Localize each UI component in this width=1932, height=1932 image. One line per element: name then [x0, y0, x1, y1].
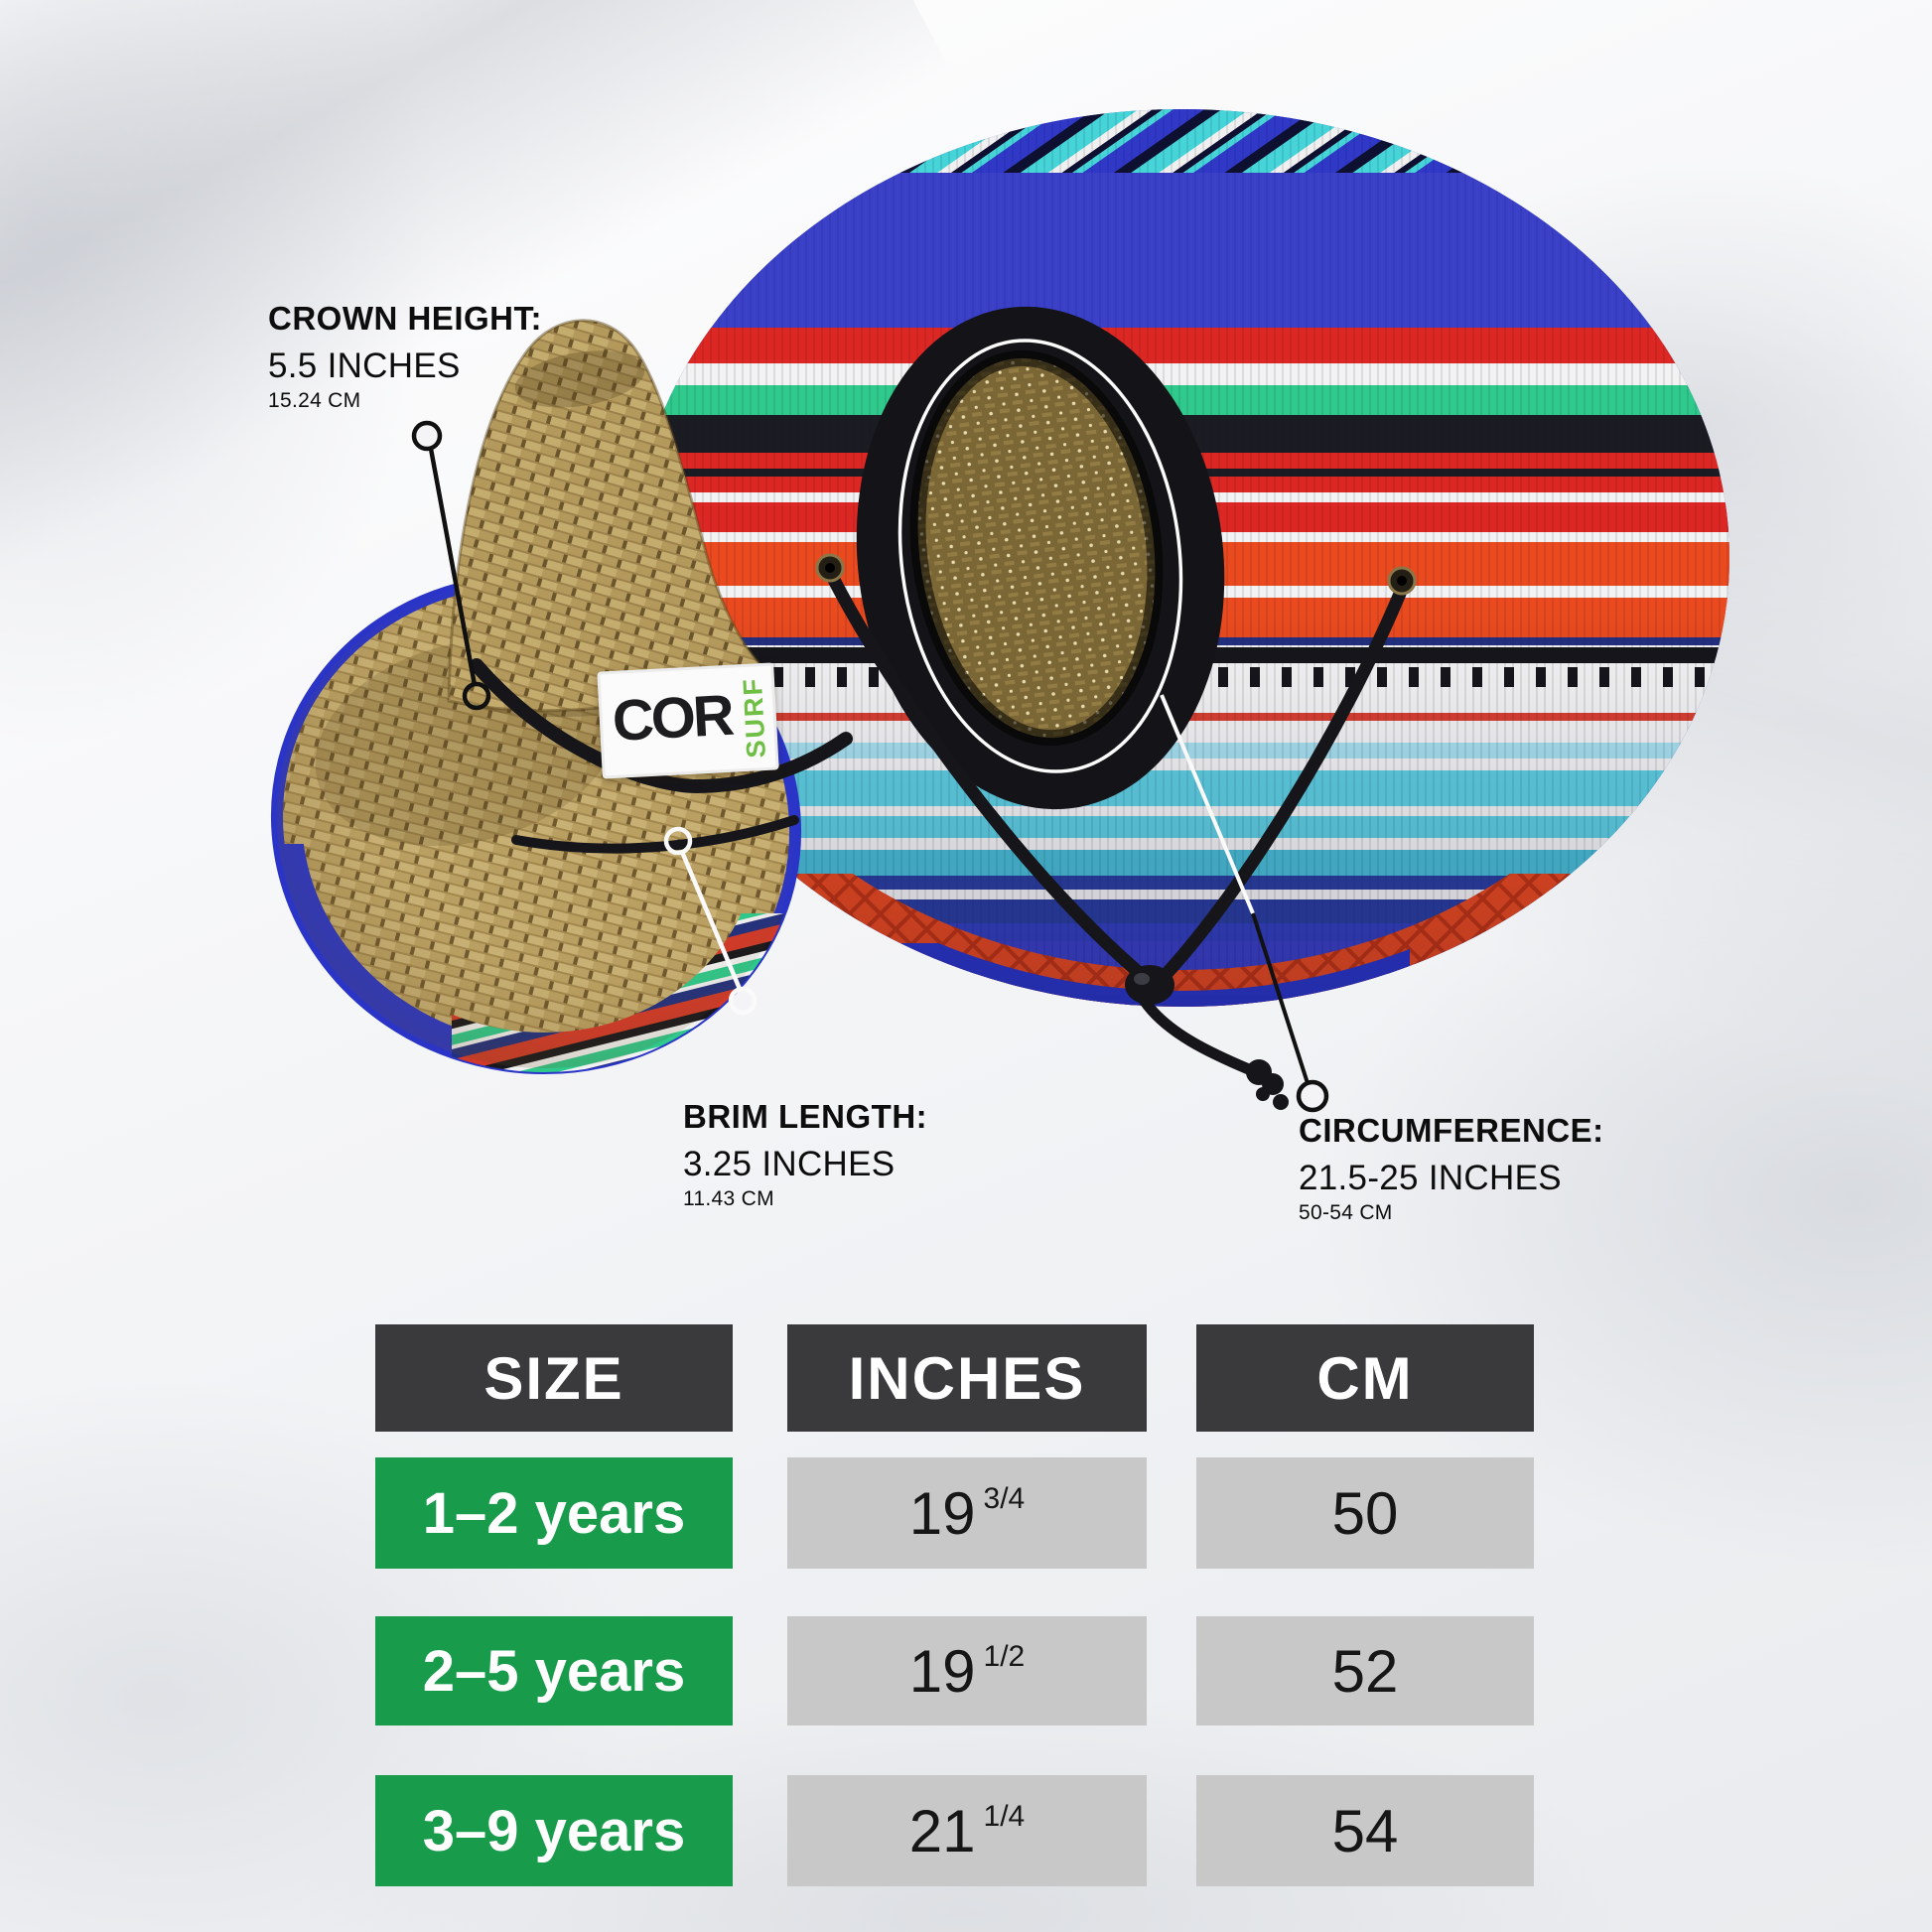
brim-length-label: BRIM LENGTH: — [683, 1098, 928, 1135]
brim-length-cm: 11.43 CM — [683, 1187, 774, 1210]
callout-ring — [411, 420, 443, 452]
brim-length-annotation: BRIM LENGTH: 3.25 INCHES 11.43 CM — [683, 1098, 927, 1211]
table-row-cm: 50 — [1196, 1457, 1534, 1569]
circumference-ellipse-marker — [897, 339, 1183, 773]
callout-ring — [663, 826, 693, 856]
crown-opening — [856, 306, 1225, 810]
table-row-size: 3–9 years — [375, 1775, 733, 1886]
callout-ring — [462, 681, 491, 711]
chin-cord — [827, 573, 1407, 1076]
circumference-callout — [1160, 694, 1329, 1113]
inches-fraction: 1/4 — [983, 1800, 1026, 1833]
circumference-cm: 50-54 CM — [1299, 1201, 1393, 1224]
hat-underside-photo — [633, 109, 1729, 1110]
table-header-cm: CM — [1196, 1324, 1534, 1432]
table-row-cm: 52 — [1196, 1616, 1534, 1725]
table-header-inches: INCHES — [787, 1324, 1147, 1432]
inches-fraction: 1/2 — [983, 1640, 1026, 1673]
callout-ring — [1296, 1079, 1329, 1113]
brim-length-callout — [663, 826, 758, 1016]
inches-value: 19 — [908, 1637, 976, 1705]
brand-patch: COR SURF — [597, 662, 779, 779]
table-row-inches: 21 1/4 — [787, 1775, 1147, 1886]
crown-height-cm: 15.24 CM — [268, 389, 361, 412]
circumference-inches: 21.5-25 INCHES — [1299, 1159, 1562, 1197]
hat-straw-photo — [270, 319, 853, 1075]
cord-toggle — [1125, 965, 1174, 1005]
table-row-cm: 54 — [1196, 1775, 1534, 1886]
inches-fraction: 3/4 — [983, 1482, 1026, 1515]
inches-value: 19 — [908, 1479, 976, 1547]
brand-patch-subtext: SURF — [737, 676, 772, 759]
cord-eyelet — [815, 553, 1417, 596]
table-row-inches: 19 3/4 — [787, 1457, 1147, 1569]
crown-height-callout — [411, 420, 491, 711]
circumference-label: CIRCUMFERENCE: — [1299, 1112, 1604, 1149]
cord-knot — [1246, 1059, 1289, 1110]
circumference-annotation: CIRCUMFERENCE: 21.5-25 INCHES 50-54 CM — [1299, 1112, 1604, 1225]
hat-band-cord — [470, 658, 853, 854]
inches-value: 21 — [908, 1797, 976, 1864]
table-row-inches: 19 1/2 — [787, 1616, 1147, 1725]
crown-height-inches: 5.5 INCHES — [268, 346, 461, 385]
hat-brim — [270, 573, 802, 1075]
brand-patch-text: COR — [611, 682, 734, 754]
crown-height-label: CROWN HEIGHT: — [268, 300, 542, 337]
crown-height-annotation: CROWN HEIGHT: 5.5 INCHES 15.24 CM — [268, 300, 542, 413]
callout-ring — [728, 986, 758, 1016]
table-row-size: 2–5 years — [375, 1616, 733, 1725]
brim-length-inches: 3.25 INCHES — [683, 1145, 896, 1183]
table-row-size: 1–2 years — [375, 1457, 733, 1569]
table-header-size: SIZE — [375, 1324, 733, 1432]
